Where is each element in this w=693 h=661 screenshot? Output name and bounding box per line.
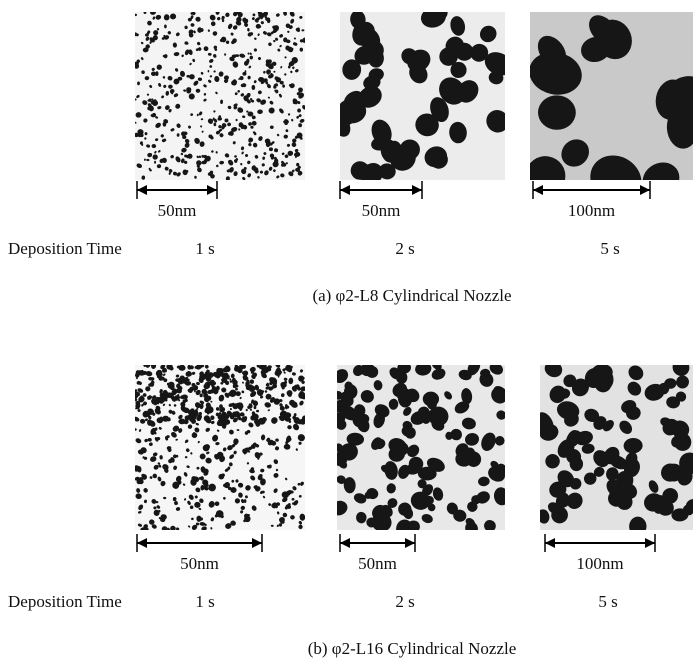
scale-label: 50nm — [358, 554, 397, 573]
arrowhead — [405, 538, 415, 548]
micrograph — [533, 356, 693, 537]
deposition-time: 1 s — [195, 239, 214, 258]
time-label: Deposition Time — [8, 239, 122, 258]
arrowhead — [252, 538, 262, 548]
micrograph — [133, 9, 309, 181]
arrowhead — [412, 185, 422, 195]
particle — [196, 516, 201, 522]
deposition-time: 2 s — [395, 592, 414, 611]
micrograph — [327, 4, 517, 189]
micrograph — [132, 361, 307, 533]
deposition-time: 5 s — [598, 592, 617, 611]
arrowhead — [137, 538, 147, 548]
particle — [158, 510, 160, 512]
scale-label: 50nm — [158, 201, 197, 220]
arrowhead — [533, 185, 543, 195]
arrowhead — [207, 185, 217, 195]
figure: 50nm 1 s 50nm 2 s 100nm 5 s Deposition Time (a)… — [0, 0, 693, 661]
page: {"panels": [ {"images": [ {"scale_label"… — [0, 0, 693, 661]
micrograph — [523, 10, 693, 213]
arrowhead — [545, 538, 555, 548]
particle — [208, 70, 210, 73]
arrowhead — [640, 185, 650, 195]
deposition-time: 1 s — [195, 592, 214, 611]
scale-label: 50nm — [362, 201, 401, 220]
arrowhead — [645, 538, 655, 548]
scale-label: 50nm — [180, 554, 219, 573]
deposition-time: 2 s — [395, 239, 414, 258]
caption: (b) φ2-L16 Cylindrical Nozzle — [308, 639, 517, 658]
scale-label: 100nm — [576, 554, 623, 573]
particle — [189, 74, 195, 79]
caption: (a) φ2-L8 Cylindrical Nozzle — [312, 286, 511, 305]
arrowhead — [340, 185, 350, 195]
arrowhead — [137, 185, 147, 195]
deposition-time: 5 s — [600, 239, 619, 258]
particle — [224, 119, 228, 123]
time-label: Deposition Time — [8, 592, 122, 611]
particle — [191, 518, 194, 521]
micrograph — [329, 357, 511, 539]
scale-label: 100nm — [568, 201, 615, 220]
particle — [344, 384, 358, 399]
particle — [205, 374, 209, 377]
arrowhead — [340, 538, 350, 548]
